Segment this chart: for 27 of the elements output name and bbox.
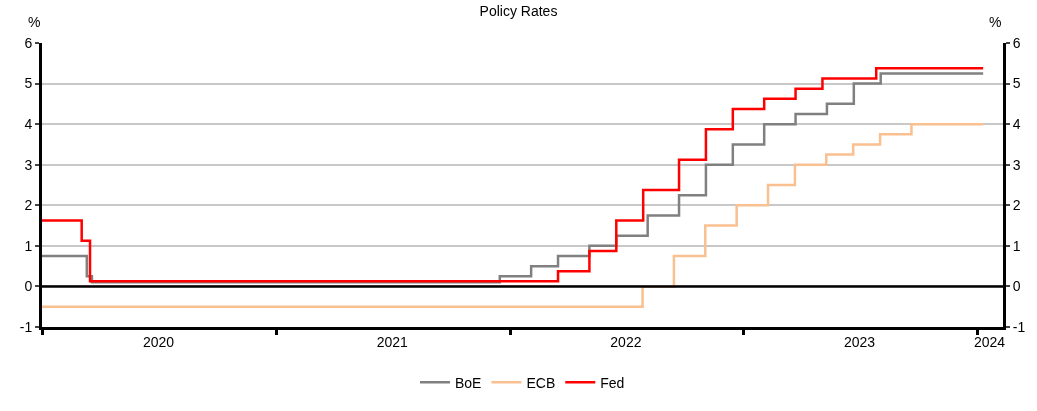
y2-tick-label: 5 (1012, 75, 1021, 92)
y-tick-label: 6 (24, 34, 33, 51)
y2-tick-label: 1 (1012, 237, 1021, 254)
legend-label: ECB (526, 374, 556, 391)
x-tick-label: 2023 (844, 333, 876, 350)
y2-axis-title: % (989, 14, 1002, 30)
chart-title: Policy Rates (479, 2, 558, 19)
x-tick-label: 2022 (610, 333, 642, 350)
y-tick-label: 0 (24, 278, 33, 295)
y2-tick-label: -1 (1012, 318, 1026, 335)
y2-tick-label: 4 (1012, 116, 1021, 133)
y2-tick-label: 3 (1012, 156, 1021, 173)
y2-tick-label: 0 (1012, 278, 1021, 295)
y-tick-label: 3 (24, 156, 33, 173)
y-axis-title: % (28, 14, 41, 30)
y2-tick-label: 2 (1012, 197, 1021, 214)
y-tick-label: 1 (24, 237, 33, 254)
x-tick-label: 2020 (142, 333, 175, 350)
legend-label: BoE (455, 374, 482, 391)
y-tick-label: -1 (19, 318, 33, 335)
x-tick-label: 2021 (376, 333, 408, 350)
legend-label: Fed (600, 374, 625, 391)
y-tick-label: 2 (24, 197, 33, 214)
y-tick-label: 5 (24, 75, 33, 92)
y-tick-label: 4 (24, 116, 33, 133)
x-tick-label: 2024 (973, 333, 1006, 350)
y2-tick-label: 6 (1012, 34, 1021, 51)
